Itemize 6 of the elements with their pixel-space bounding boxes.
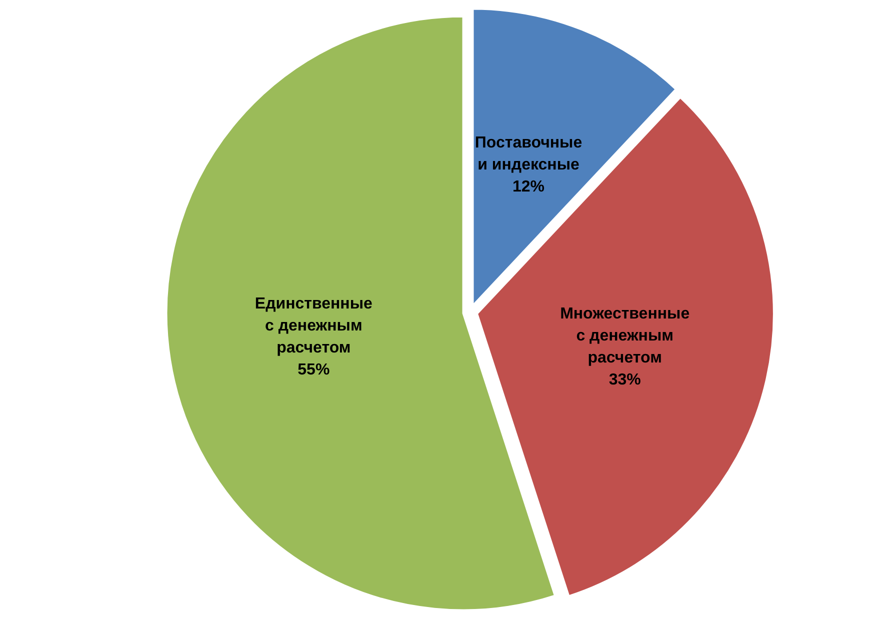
data-label: 12% [512,178,545,196]
slice-label: Поставочные и индексные [474,134,582,174]
data-label: 33% [608,371,641,388]
data-label: 55% [298,362,330,378]
slice-label: Множественные с денежным расчетом [560,305,690,366]
slice-label: Единственные с денежным расчетом [254,296,372,356]
